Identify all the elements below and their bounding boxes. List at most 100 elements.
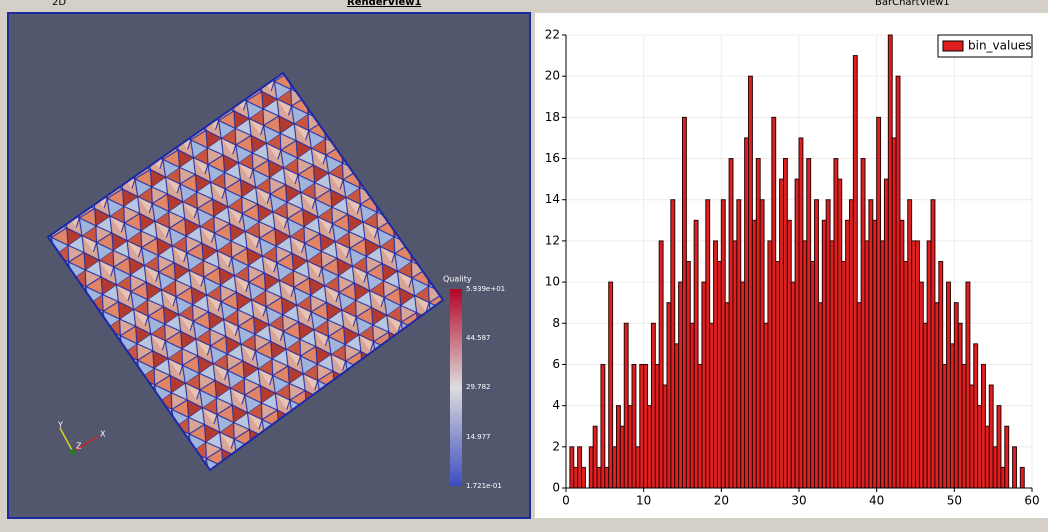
bar — [763, 322, 769, 489]
bar — [814, 199, 819, 489]
bar — [713, 240, 718, 489]
bar — [1012, 446, 1017, 489]
axis-label: Y — [57, 421, 63, 430]
bar — [911, 240, 916, 489]
bar — [666, 302, 672, 489]
bar — [650, 322, 656, 489]
bar — [1000, 466, 1006, 489]
bar — [883, 178, 889, 489]
bar — [810, 261, 816, 489]
bar — [674, 343, 680, 489]
bar — [678, 281, 683, 489]
bar — [709, 322, 715, 489]
bar — [615, 405, 621, 489]
bar — [957, 322, 963, 489]
colorbar-title: Quality — [443, 275, 472, 284]
axis-y — [59, 427, 74, 453]
colorbar-label: 14.977 — [466, 433, 491, 441]
bar — [1004, 425, 1010, 489]
bar — [654, 363, 660, 489]
y-tick-label: 18 — [545, 110, 560, 124]
bar — [938, 261, 944, 489]
bar — [732, 240, 738, 489]
bar — [829, 240, 835, 489]
bar — [670, 199, 676, 489]
bar — [635, 446, 641, 489]
bar — [682, 116, 687, 489]
bar — [658, 240, 664, 489]
bar — [876, 116, 882, 489]
bar — [880, 240, 885, 489]
bar — [643, 363, 649, 489]
bar — [716, 261, 722, 489]
bar — [872, 219, 878, 489]
bar — [623, 322, 629, 489]
bar — [934, 302, 940, 489]
bar — [588, 446, 594, 489]
bar — [689, 322, 695, 489]
bar — [845, 219, 850, 489]
colorbar-label: 1.721e-01 — [466, 482, 502, 490]
bar — [685, 261, 691, 489]
colorbar-label: 44.587 — [466, 334, 491, 342]
y-tick-label: 20 — [545, 69, 560, 83]
view-title[interactable]: BarChartView1 — [875, 0, 950, 8]
bar — [903, 261, 909, 489]
bar — [942, 363, 948, 489]
y-tick-label: 6 — [552, 357, 560, 371]
y-tick-label: 8 — [552, 316, 560, 330]
bar — [736, 199, 742, 489]
toolbar — [0, 0, 1048, 11]
bar — [786, 219, 792, 489]
chart: 0 2 4 6 8 10 12 14 16 18 20 22 0 10 20 30 40 50 60 bin_valu… — [545, 28, 1040, 508]
bar — [860, 158, 866, 489]
bar — [600, 363, 606, 489]
bar — [984, 425, 990, 489]
colorbar-label: 29.782 — [466, 383, 491, 391]
bar — [821, 219, 827, 489]
bar — [612, 446, 617, 489]
bar — [662, 384, 668, 489]
bar — [992, 446, 998, 489]
bar — [794, 178, 800, 489]
bar — [973, 343, 979, 489]
bar — [907, 199, 913, 489]
bar — [751, 219, 757, 489]
bar — [596, 466, 602, 489]
x-tick-label: 10 — [636, 494, 651, 508]
bar — [949, 343, 955, 489]
colorbar — [450, 289, 462, 486]
mode-button[interactable]: 2D — [52, 0, 66, 8]
bar — [619, 425, 625, 489]
bar — [806, 158, 812, 489]
y-tick-label: 22 — [545, 28, 560, 42]
bar — [697, 363, 703, 489]
bar — [759, 199, 765, 489]
bar — [779, 178, 784, 489]
bar — [1019, 466, 1025, 489]
bar — [825, 199, 831, 489]
bar — [608, 281, 614, 489]
bar — [946, 281, 951, 489]
y-tick-label: 14 — [545, 192, 560, 206]
bar — [802, 240, 808, 489]
bar — [930, 199, 936, 489]
bar — [918, 281, 924, 489]
bar — [631, 363, 637, 489]
bar — [961, 363, 967, 489]
bar — [724, 302, 730, 489]
bar — [887, 34, 893, 489]
legend-label: bin_values — [968, 39, 1032, 53]
y-tick-label: 4 — [552, 398, 560, 412]
axis-label: X — [100, 430, 106, 439]
bar — [740, 281, 746, 489]
bar — [775, 261, 781, 489]
y-tick-label: 0 — [552, 481, 560, 495]
bar — [856, 302, 862, 489]
colorbar-label: 5.939e+01 — [466, 285, 505, 293]
bar — [841, 261, 847, 489]
x-tick-label: 40 — [869, 494, 884, 508]
view-title[interactable]: RenderView1 — [347, 0, 421, 8]
